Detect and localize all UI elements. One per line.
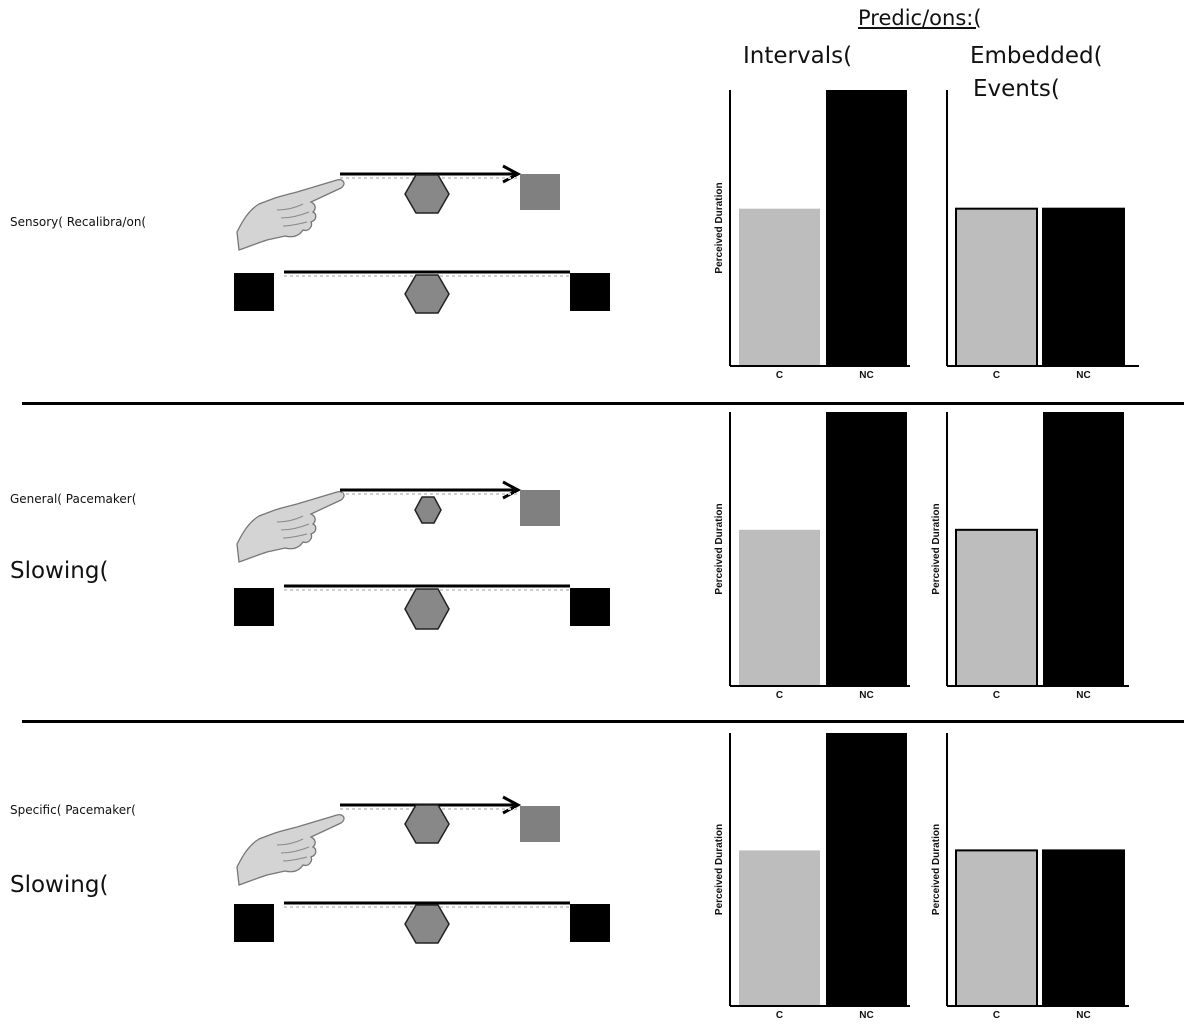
temporal-diagram-general [234, 480, 610, 630]
tick-label-c: C [776, 690, 783, 701]
bar-nc [1042, 849, 1125, 1008]
hexagon-icon [414, 496, 442, 524]
black-square-icon [234, 588, 274, 626]
tick-label-nc: NC [859, 370, 873, 381]
black-square-icon [234, 273, 274, 311]
bar-c [739, 529, 820, 686]
hexagon-icon [404, 588, 450, 630]
row-label-specific-slowing: Slowing( [10, 872, 109, 898]
hexagon-icon [404, 174, 450, 214]
predictions-heading: Predic/ons:( [858, 6, 982, 30]
y-axis-label: Perceived Duration [714, 824, 725, 915]
row-label-general-slowing: Slowing( [10, 558, 109, 584]
tick-label-nc: NC [1076, 690, 1090, 701]
bar-charts: C NC Perceived Duration C NC C NC Perceived Dur… [714, 90, 1139, 1021]
y-axis-label: Perceived Duration [714, 182, 725, 273]
bar-chart-4: C NC Perceived Duration [931, 412, 1129, 701]
bar-nc [1043, 412, 1124, 686]
tick-label-c: C [993, 690, 1000, 701]
bar-chart-6: C NC Perceived Duration [931, 733, 1129, 1021]
row-label-sensory: Sensory( Recalibra/on( [10, 215, 147, 229]
y-axis-label: Perceived Duration [931, 824, 942, 915]
row-label-specific: Specific( Pacemaker( [10, 803, 136, 817]
pointing-hand-icon [236, 490, 345, 563]
bar-c [955, 207, 1038, 367]
tick-label-nc: NC [859, 1010, 873, 1021]
bar-chart-1: C NC Perceived Duration [714, 90, 910, 381]
pointing-hand-icon [236, 178, 345, 251]
row-label-general: General( Pacemaker( [10, 492, 137, 506]
bar-chart-2: C NC [946, 90, 1139, 381]
tick-label-c: C [776, 1010, 783, 1021]
y-axis-label: Perceived Duration [714, 503, 725, 594]
bar-c [739, 850, 820, 1006]
bar-c [739, 208, 820, 366]
embedded-heading: Embedded( [970, 43, 1103, 69]
gray-square-icon [520, 174, 560, 210]
bar-chart-3: C NC Perceived Duration [714, 412, 910, 701]
tick-label-nc: NC [1076, 370, 1090, 381]
bar-nc [826, 90, 907, 366]
temporal-diagram-specific [234, 795, 610, 944]
tick-label-c: C [993, 1010, 1000, 1021]
bar-nc [826, 412, 907, 686]
row-divider [22, 720, 1184, 723]
gray-square-icon [520, 490, 560, 526]
bar-c [955, 528, 1038, 687]
hexagon-icon [404, 274, 450, 314]
pointing-hand-icon [236, 813, 345, 886]
bar-nc [1042, 207, 1125, 367]
y-axis-label: Perceived Duration [931, 503, 942, 594]
row-divider [22, 402, 1184, 405]
black-square-icon [570, 904, 610, 942]
tick-label-nc: NC [1076, 1010, 1090, 1021]
bar-c [955, 849, 1038, 1008]
hexagon-icon [404, 804, 450, 844]
tick-label-nc: NC [859, 690, 873, 701]
temporal-diagram-sensory [234, 164, 610, 314]
intervals-heading: Intervals( [743, 43, 853, 69]
tick-label-c: C [776, 370, 783, 381]
events-heading: Events( [973, 76, 1060, 102]
black-square-icon [234, 904, 274, 942]
bar-nc [826, 733, 907, 1006]
black-square-icon [570, 588, 610, 626]
gray-square-icon [520, 806, 560, 842]
tick-label-c: C [993, 370, 1000, 381]
hexagon-icon [404, 904, 450, 944]
black-square-icon [570, 273, 610, 311]
bar-chart-5: C NC Perceived Duration [714, 733, 910, 1021]
